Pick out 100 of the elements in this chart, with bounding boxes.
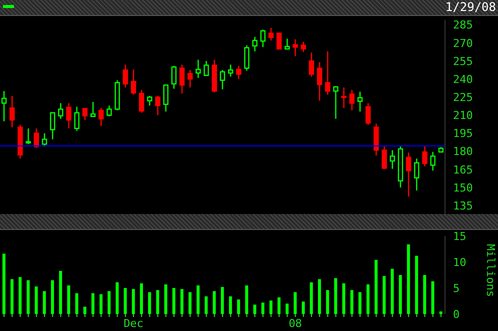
candlestick [58, 102, 64, 120]
bar [188, 292, 192, 314]
candlestick [220, 69, 226, 90]
candlestick [292, 38, 298, 57]
bar [108, 291, 111, 314]
bar [172, 288, 176, 314]
bar [302, 302, 305, 314]
y-tick-label: 15 [453, 230, 466, 243]
bar [75, 293, 78, 314]
bar [342, 283, 346, 314]
candlestick [382, 146, 387, 170]
bar [26, 280, 30, 314]
candlestick [10, 95, 15, 128]
bar [42, 291, 46, 314]
candlestick [341, 86, 346, 109]
x-tick-label: Dec [124, 316, 144, 330]
candlestick [349, 89, 355, 111]
text: 1/29/08 [445, 0, 496, 15]
bar [334, 278, 338, 314]
candlestick [308, 52, 314, 78]
candlestick [138, 89, 144, 114]
candlestick [74, 106, 80, 132]
bar [100, 294, 103, 314]
candlestick [414, 158, 420, 192]
candlestick [422, 146, 428, 168]
bar [140, 283, 143, 314]
bar [156, 290, 160, 314]
candlestick [228, 64, 234, 78]
bar [431, 281, 434, 314]
candlestick [374, 123, 379, 156]
bar [439, 311, 442, 314]
candlestick [366, 102, 371, 126]
candlestick [50, 112, 56, 140]
candlestick [188, 69, 193, 88]
candlestick [236, 65, 242, 80]
y-tick-label: 5 [453, 282, 460, 295]
candlestick [106, 104, 112, 117]
candlestick [325, 50, 330, 96]
bar [10, 279, 14, 314]
bar [326, 290, 330, 314]
bar [228, 296, 232, 314]
bar [310, 282, 313, 314]
y-tick-label: 240 [453, 72, 473, 86]
candlestick [406, 152, 412, 198]
y-tick-label: 285 [453, 18, 473, 32]
bar [59, 270, 62, 314]
y-tick-label: 270 [453, 36, 473, 50]
bar [269, 300, 272, 314]
bar [278, 297, 281, 314]
candlestick [300, 41, 306, 53]
bar [220, 286, 224, 314]
bar [237, 299, 240, 314]
bar [204, 296, 208, 314]
bar [132, 289, 135, 314]
candlestick [430, 151, 436, 172]
y-tick-label: 195 [453, 127, 473, 140]
candlestick [390, 150, 395, 170]
y-tick-label: 150 [453, 181, 473, 194]
candlestick [333, 86, 338, 120]
bar [318, 279, 321, 314]
bar [423, 275, 426, 314]
bar [382, 276, 386, 314]
bar [148, 292, 152, 314]
bar [415, 256, 418, 314]
y-axis-title: Millions [484, 244, 497, 299]
y-tick-label: 210 [453, 109, 473, 122]
bar [180, 289, 184, 314]
y-tick-label: 180 [453, 145, 473, 158]
candlestick [122, 64, 128, 88]
y-tick-label: 10 [453, 256, 466, 269]
candlestick [82, 108, 88, 121]
candlestick [34, 128, 39, 148]
candlestick [196, 59, 201, 78]
candlestick [42, 132, 48, 148]
bar [294, 292, 297, 314]
bar [83, 306, 86, 314]
candlestick [171, 65, 177, 90]
bar [67, 285, 70, 314]
candlestick [276, 32, 282, 50]
candlestick [244, 44, 250, 72]
bar [374, 260, 378, 314]
bar [18, 277, 22, 314]
candlestick [155, 95, 160, 116]
bar [366, 284, 370, 314]
y-tick-label: 135 [453, 199, 473, 212]
candlestick [163, 84, 168, 112]
bar [286, 304, 289, 314]
bar [261, 302, 264, 314]
candlestick [260, 29, 266, 48]
bar [124, 288, 127, 314]
bar [116, 282, 119, 314]
candlestick [316, 62, 322, 102]
bar [406, 244, 410, 314]
bar [245, 285, 248, 314]
bar [350, 290, 354, 314]
y-tick-label: 225 [453, 91, 473, 104]
y-tick-label: 255 [453, 54, 473, 68]
bar [34, 286, 38, 314]
bar [50, 280, 54, 314]
candlestick [252, 36, 258, 52]
